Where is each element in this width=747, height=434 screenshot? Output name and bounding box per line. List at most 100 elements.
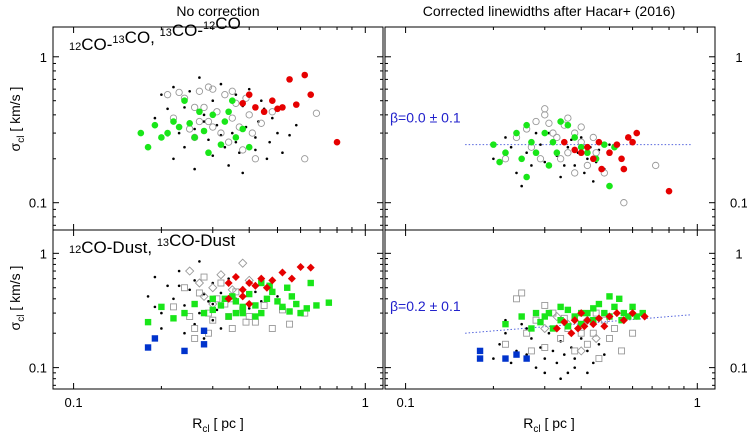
data-point-open-square bbox=[502, 340, 509, 348]
data-point-red-filled-diamond bbox=[552, 324, 561, 333]
data-point-red-filled-diamond bbox=[231, 273, 240, 282]
data-point-dot bbox=[539, 143, 542, 146]
data-point-red-filled-circle bbox=[606, 149, 613, 157]
data-point-dot bbox=[551, 349, 555, 353]
data-point-dot bbox=[211, 99, 215, 103]
data-point-green-filled-circle bbox=[490, 141, 497, 148]
data-point-green-filled-square bbox=[239, 309, 246, 317]
data-point-green-filled-circle bbox=[196, 108, 203, 116]
data-point-open-circle bbox=[652, 161, 660, 170]
annotation-part: 12 bbox=[69, 41, 81, 53]
data-point-open-square bbox=[557, 334, 565, 342]
data-point-dot bbox=[579, 136, 583, 139]
data-point-green-filled-square bbox=[263, 295, 271, 303]
data-point-green-filled-square bbox=[616, 295, 623, 303]
data-point-open-square bbox=[618, 347, 626, 355]
data-point-green-filled-square bbox=[239, 303, 246, 311]
data-point-dot bbox=[562, 164, 566, 167]
data-point-open-diamond bbox=[194, 278, 205, 288]
data-point-dot bbox=[608, 143, 611, 146]
data-point-green-filled-square bbox=[274, 298, 281, 305]
data-point-dot bbox=[543, 357, 547, 360]
data-point-red-filled-diamond bbox=[605, 312, 614, 321]
data-point-green-filled-square bbox=[297, 309, 304, 317]
data-point-red-filled-circle bbox=[595, 138, 603, 146]
data-point-green-filled-circle bbox=[228, 97, 236, 105]
data-point-green-filled-circle bbox=[191, 134, 198, 141]
data-point-open-circle bbox=[245, 111, 253, 119]
data-point-open-square bbox=[527, 347, 535, 355]
data-point-open-square bbox=[228, 325, 236, 332]
data-point-open-square bbox=[518, 289, 526, 297]
data-point-green-filled-circle bbox=[564, 121, 572, 129]
data-point-green-filled-circle bbox=[523, 121, 530, 129]
data-point-dot bbox=[254, 290, 257, 294]
data-point-open-diamond bbox=[208, 283, 218, 293]
y-tick-label: 0.1 bbox=[730, 196, 747, 211]
y-tick-label: 0.1 bbox=[29, 361, 47, 376]
y-tick-label: 0.1 bbox=[29, 196, 47, 211]
data-point-dot bbox=[492, 157, 495, 161]
data-point-red-filled-diamond bbox=[257, 274, 266, 283]
annotation-part: 13 bbox=[160, 27, 172, 39]
data-point-blue-filled-square bbox=[476, 347, 484, 355]
data-point-blue-filled-square bbox=[502, 355, 509, 362]
data-point-green-filled-square bbox=[229, 293, 236, 300]
data-point-red-filled-diamond bbox=[594, 314, 603, 323]
data-point-open-square bbox=[200, 273, 208, 281]
data-point-red-filled-circle bbox=[269, 97, 276, 105]
data-point-dot bbox=[177, 131, 181, 135]
data-point-open-circle bbox=[571, 169, 579, 177]
beta-annotation: β=0.2 ± 0.1 bbox=[390, 298, 461, 314]
annotation-part: CO- bbox=[172, 21, 203, 40]
data-point-open-circle bbox=[553, 133, 561, 142]
data-point-green-filled-circle bbox=[151, 121, 159, 129]
data-point-red-filled-diamond bbox=[567, 329, 576, 338]
y-tick-label: 0.1 bbox=[730, 361, 747, 376]
data-point-open-square bbox=[595, 355, 603, 363]
data-point-open-circle bbox=[200, 103, 208, 112]
data-point-open-square bbox=[577, 329, 585, 337]
data-point-dot bbox=[215, 123, 219, 127]
data-point-blue-filled-square bbox=[523, 355, 530, 362]
data-point-dot bbox=[166, 107, 169, 111]
data-point-green-filled-square bbox=[564, 323, 572, 330]
data-point-dot bbox=[166, 284, 169, 288]
data-point-dot bbox=[241, 171, 245, 175]
data-point-open-circle bbox=[217, 129, 225, 137]
data-point-dot bbox=[202, 113, 206, 117]
beta-annotation: β=0.0 ± 0.1 bbox=[390, 110, 461, 126]
data-point-open-circle bbox=[268, 108, 276, 116]
data-point-open-square bbox=[268, 325, 276, 332]
data-point-green-filled-square bbox=[537, 318, 544, 326]
data-point-dot bbox=[555, 361, 559, 365]
data-point-dot bbox=[591, 180, 595, 183]
data-point-open-circle bbox=[583, 161, 592, 170]
data-point-dot bbox=[492, 357, 495, 360]
data-point-red-filled-circle bbox=[239, 99, 247, 107]
data-point-dot bbox=[509, 361, 513, 365]
data-point-red-filled-circle bbox=[307, 91, 315, 98]
data-point-red-filled-circle bbox=[584, 143, 591, 151]
data-point-red-filled-circle bbox=[279, 104, 286, 111]
data-point-dot bbox=[198, 311, 201, 315]
data-point-green-filled-circle bbox=[186, 120, 193, 127]
data-point-green-filled-square bbox=[217, 302, 225, 309]
data-point-green-filled-circle bbox=[200, 127, 208, 135]
data-point-green-filled-circle bbox=[232, 134, 240, 141]
data-point-red-filled-circle bbox=[252, 104, 259, 111]
data-point-dot bbox=[288, 133, 291, 137]
data-point-green-filled-square bbox=[564, 306, 572, 314]
panel-top-right: 1 0.1 β=0.0 ± 0.1 bbox=[384, 26, 747, 231]
data-point-dot bbox=[525, 327, 528, 330]
data-point-green-filled-square bbox=[541, 313, 548, 320]
x-tick-label: 0.1 bbox=[65, 395, 83, 410]
data-point-open-circle bbox=[564, 114, 572, 122]
data-point-dot bbox=[219, 327, 223, 330]
data-point-red-filled-diamond bbox=[574, 324, 583, 333]
data-point-green-filled-circle bbox=[181, 97, 188, 105]
data-point-dot bbox=[177, 269, 181, 273]
data-point-red-filled-diamond bbox=[224, 279, 233, 288]
data-point-open-circle bbox=[175, 88, 183, 97]
data-point-dot bbox=[259, 99, 263, 103]
